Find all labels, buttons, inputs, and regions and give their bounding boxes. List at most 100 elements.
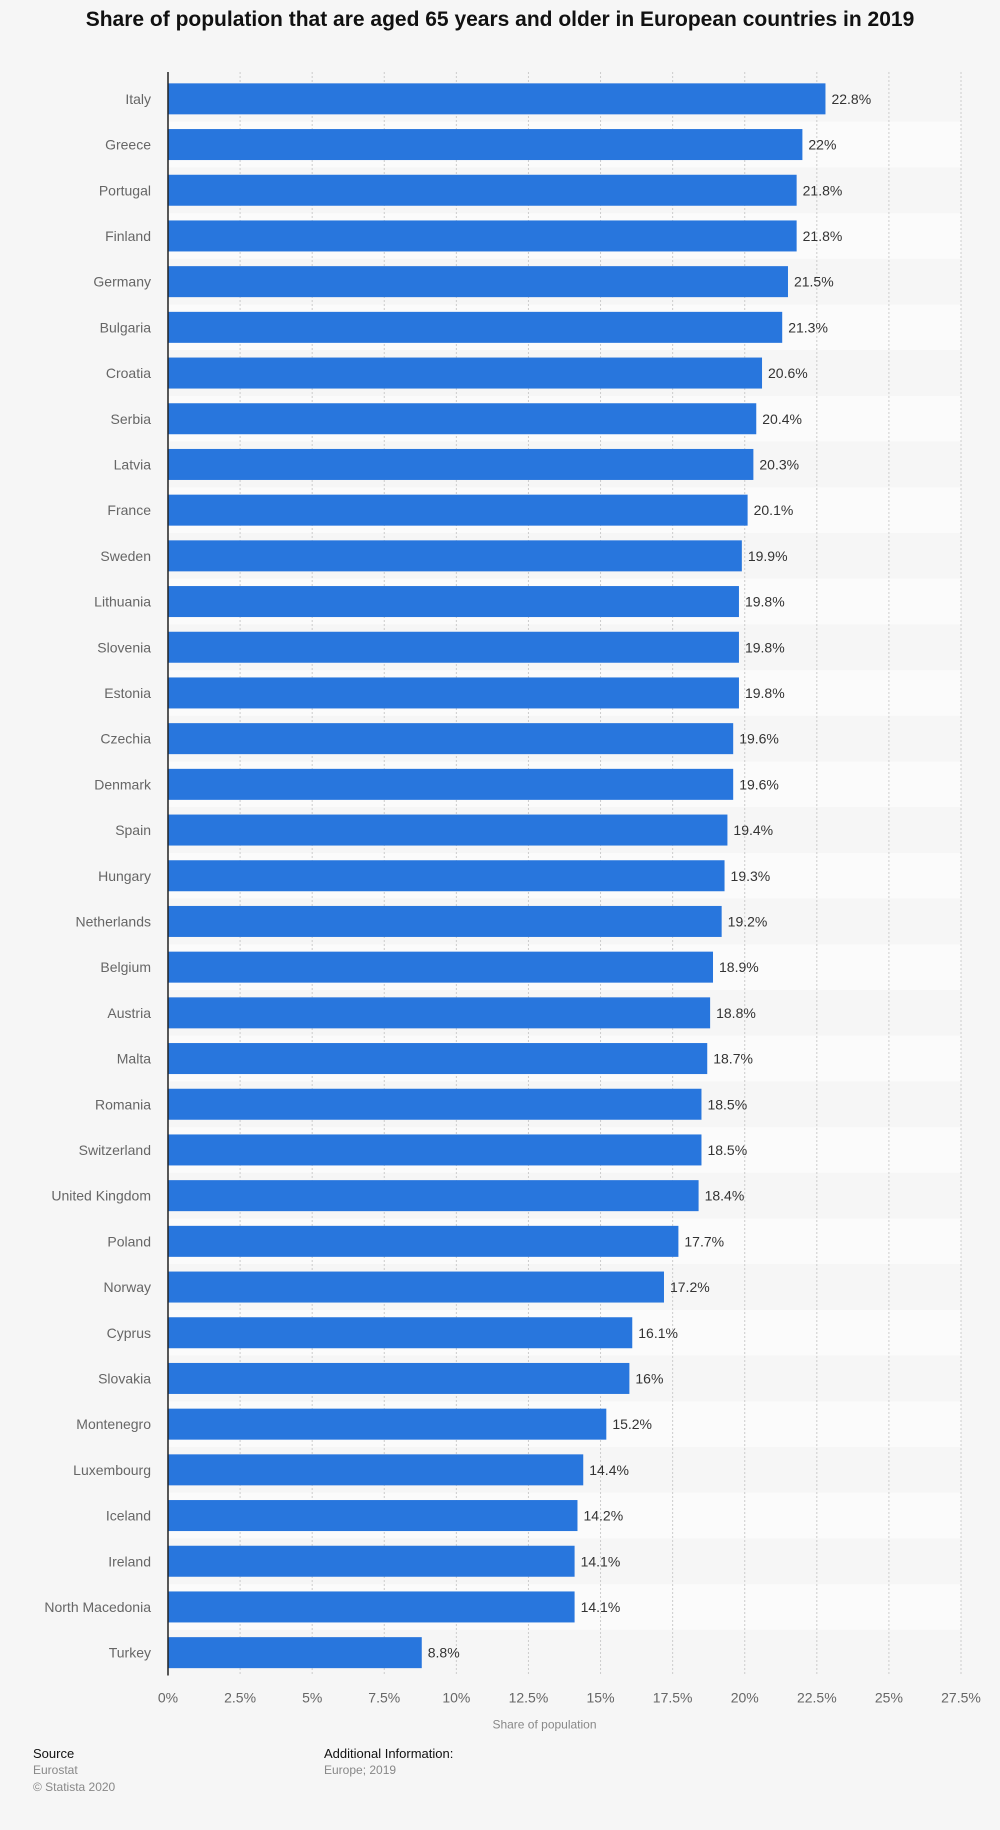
x-tick-label: 27.5% (941, 1690, 981, 1706)
value-labels: 22.8% 22% 21.8% 21.8% 21.5% 21.3% 20.6% 20.4% 20… (428, 91, 871, 1661)
category-label: Sweden (100, 548, 151, 564)
category-label: Spain (115, 822, 151, 838)
bar (168, 677, 739, 709)
value-label: 17.7% (684, 1233, 724, 1249)
bar (168, 997, 711, 1029)
category-label: Italy (125, 91, 151, 107)
bar (168, 1271, 664, 1303)
value-label: 14.2% (583, 1508, 623, 1524)
x-tick-label: 12.5% (509, 1690, 549, 1706)
category-label: Romania (95, 1096, 151, 1112)
category-label: Lithuania (94, 594, 151, 610)
value-label: 14.1% (581, 1553, 621, 1569)
value-label: 20.3% (759, 456, 799, 472)
bar-chart: Italy Greece Portugal Finland Germany Bulgari… (44, 72, 981, 1732)
category-label: Poland (107, 1233, 151, 1249)
category-label: North Macedonia (44, 1599, 151, 1615)
value-label: 8.8% (428, 1645, 460, 1661)
value-label: 22.8% (831, 91, 871, 107)
source-line: Eurostat (33, 1763, 78, 1777)
bar (168, 1043, 708, 1075)
category-label: Cyprus (107, 1325, 151, 1341)
bar (168, 129, 803, 161)
additional-info-line: Europe; 2019 (324, 1763, 397, 1777)
value-label: 18.5% (707, 1142, 747, 1158)
value-label: 19.6% (739, 776, 779, 792)
bar (168, 357, 763, 389)
bar (168, 220, 797, 252)
value-label: 15.2% (612, 1416, 652, 1432)
category-label: Estonia (104, 685, 151, 701)
x-tick-label: 2.5% (224, 1690, 256, 1706)
category-label: Norway (104, 1279, 151, 1295)
x-tick-label: 17.5% (653, 1690, 693, 1706)
category-label: Switzerland (79, 1142, 151, 1158)
category-label: United Kingdom (51, 1188, 151, 1204)
category-labels: Italy Greece Portugal Finland Germany Bulgari… (44, 91, 152, 1661)
value-label: 18.4% (705, 1188, 745, 1204)
additional-info-heading: Additional Information: (324, 1746, 454, 1761)
x-tick-label: 22.5% (797, 1690, 837, 1706)
category-label: Austria (107, 1005, 151, 1021)
category-label: Croatia (106, 365, 151, 381)
bar (168, 951, 714, 983)
bar (168, 1591, 575, 1623)
bar (168, 494, 748, 526)
category-label: Ireland (108, 1553, 151, 1569)
value-label: 16% (635, 1370, 663, 1386)
value-label: 14.4% (589, 1462, 629, 1478)
bar (168, 1637, 422, 1669)
value-label: 18.5% (707, 1096, 747, 1112)
bar (168, 905, 722, 937)
bar (168, 448, 754, 480)
value-label: 19.9% (748, 548, 788, 564)
value-label: 22% (808, 137, 836, 153)
x-tick-label: 0% (158, 1690, 178, 1706)
bar (168, 1317, 633, 1349)
category-label: Netherlands (76, 913, 152, 929)
bar (168, 540, 742, 572)
value-label: 19.4% (733, 822, 773, 838)
bar (168, 1408, 607, 1440)
value-label: 17.2% (670, 1279, 710, 1295)
value-label: 18.7% (713, 1051, 753, 1067)
bar (168, 1454, 584, 1486)
value-label: 20.6% (768, 365, 808, 381)
category-label: Slovenia (97, 639, 151, 655)
value-label: 19.3% (731, 868, 771, 884)
bar (168, 860, 725, 892)
bar (168, 403, 757, 435)
value-label: 21.3% (788, 319, 828, 335)
value-label: 19.8% (745, 594, 785, 610)
category-label: Belgium (100, 959, 151, 975)
bar (168, 83, 826, 115)
value-label: 18.8% (716, 1005, 756, 1021)
value-label: 18.9% (719, 959, 759, 975)
bar (168, 631, 739, 663)
category-label: Iceland (106, 1508, 151, 1524)
category-label: Bulgaria (100, 319, 152, 335)
bar (168, 1362, 630, 1394)
value-label: 21.5% (794, 274, 834, 290)
category-label: Hungary (98, 868, 151, 884)
bar (168, 723, 734, 755)
category-label: Turkey (109, 1645, 151, 1661)
value-label: 16.1% (638, 1325, 678, 1341)
bar (168, 1545, 575, 1577)
value-label: 19.8% (745, 685, 785, 701)
bar (168, 814, 728, 846)
value-label: 19.2% (728, 913, 768, 929)
bars (168, 83, 826, 1669)
category-label: Malta (117, 1051, 151, 1067)
x-tick-label: 10% (442, 1690, 470, 1706)
category-label: Finland (105, 228, 151, 244)
value-label: 14.1% (581, 1599, 621, 1615)
value-label: 19.8% (745, 639, 785, 655)
value-label: 21.8% (803, 182, 843, 198)
copyright-line: © Statista 2020 (33, 1780, 116, 1794)
category-label: Luxembourg (73, 1462, 151, 1478)
category-label: Latvia (114, 456, 152, 472)
x-tick-label: 20% (731, 1690, 759, 1706)
additional-info-block: Additional Information: Europe; 2019 (324, 1745, 453, 1779)
value-label: 19.6% (739, 731, 779, 747)
